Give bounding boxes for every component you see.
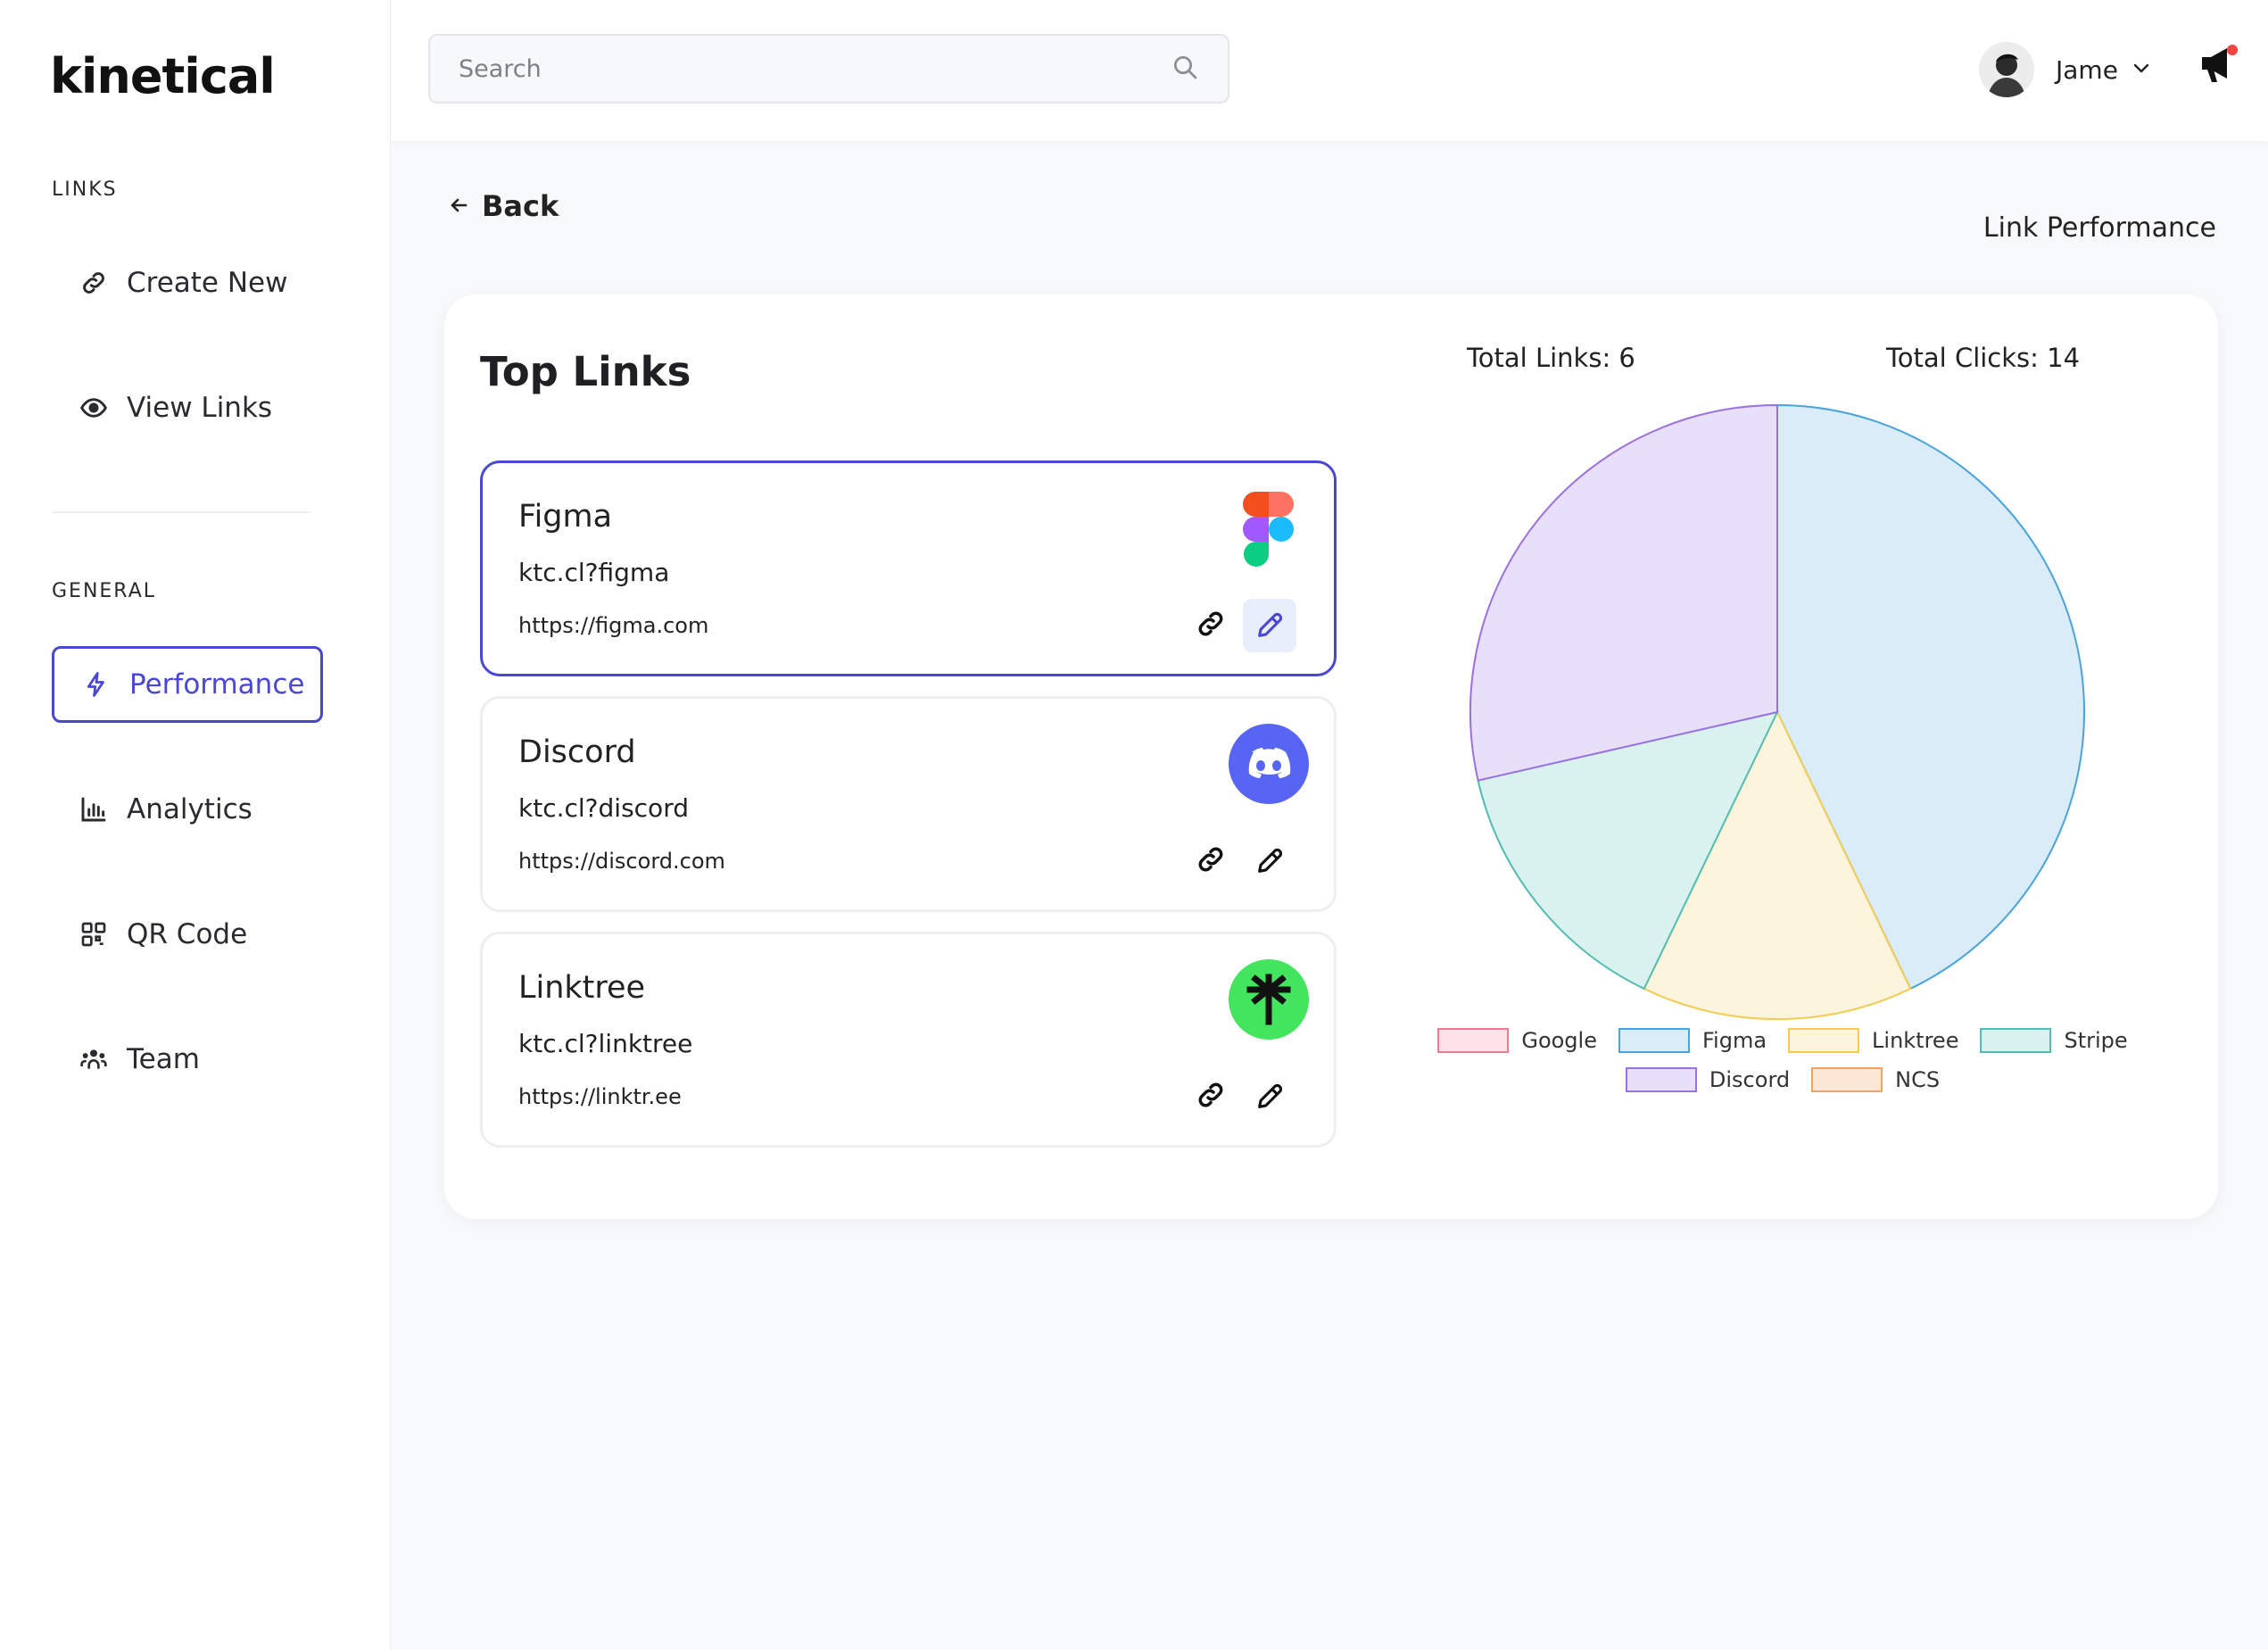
megaphone-icon[interactable] [2197,41,2241,95]
copy-link-icon[interactable] [1186,1070,1236,1120]
pie-slice-stripe[interactable] [1477,710,1779,991]
linktree-icon [1229,959,1309,1040]
edit-link-icon[interactable] [1243,834,1296,888]
bolt-icon [81,669,112,700]
legend-item-google[interactable]: Google [1437,1028,1597,1053]
legend-swatch [1811,1067,1883,1092]
link-short-url: ktc.cl?linktree [518,1029,693,1058]
figma-icon [1229,488,1309,568]
bar-chart-icon [79,794,109,825]
sidebar-item-label: QR Code [127,918,248,950]
pie-slice-discord[interactable] [1469,403,1778,782]
chevron-down-icon[interactable] [2131,57,2152,82]
link-card-figma[interactable]: Figma ktc.cl?figma https://figma.com [480,460,1337,676]
team-icon [79,1044,109,1074]
link-destination-url: https://linktr.ee [518,1084,682,1109]
sidebar-item-qr-code[interactable]: QR Code [52,896,323,973]
legend-item-linktree[interactable]: Linktree [1788,1028,1958,1053]
pie-chart [1469,403,2085,1020]
sidebar-item-label: Analytics [127,793,252,825]
link-name: Figma [518,499,613,535]
legend-swatch [1788,1028,1860,1053]
legend-item-ncs[interactable]: NCS [1811,1067,1940,1092]
link-destination-url: https://discord.com [518,849,725,874]
legend-label: Google [1521,1028,1597,1053]
link-icon [79,268,109,298]
qr-code-icon [79,919,109,949]
sidebar-divider [52,511,310,513]
eye-icon [79,393,109,423]
pie-slice-linktree[interactable] [1643,709,1912,1020]
sidebar-item-view-links[interactable]: View Links [52,369,323,446]
user-name: Jame [2056,54,2118,85]
sidebar-item-create-new[interactable]: Create New [52,245,323,321]
copy-link-icon[interactable] [1186,834,1236,884]
user-menu[interactable]: Jame [1979,36,2152,104]
section-label-links: LINKS [52,178,118,201]
page-title: Link Performance [1982,212,2216,244]
link-card-linktree[interactable]: Linktree ktc.cl?linktree https://linktr.… [480,932,1337,1148]
edit-link-icon[interactable] [1243,1070,1296,1123]
back-label: Back [482,189,559,223]
chart-legend: Google Figma Linktree Stripe Discord NCS [1426,1028,2140,1092]
sidebar-item-performance[interactable]: Performance [52,646,323,723]
copy-link-icon[interactable] [1186,599,1236,649]
arrow-left-icon [448,189,469,223]
top-links-card: Top Links Figma ktc.cl?figma https://fig… [444,294,2218,1219]
link-name: Discord [518,734,636,770]
link-short-url: ktc.cl?discord [518,793,689,823]
sidebar-item-analytics[interactable]: Analytics [52,771,323,848]
legend-label: Discord [1709,1067,1791,1092]
sidebar-item-label: Create New [127,267,288,299]
card-title: Top Links [480,348,691,395]
app-logo[interactable]: kinetical [50,48,276,104]
legend-label: NCS [1895,1067,1941,1092]
legend-swatch [1618,1028,1690,1053]
avatar[interactable] [1979,42,2034,97]
pie-slice-figma[interactable] [1776,403,2085,991]
sidebar-item-team[interactable]: Team [52,1021,323,1098]
search-box[interactable] [428,34,1229,104]
link-card-discord[interactable]: Discord ktc.cl?discord https://discord.c… [480,696,1337,912]
legend-swatch [1625,1067,1697,1092]
top-header: Jame [391,0,2268,141]
legend-item-figma[interactable]: Figma [1618,1028,1767,1053]
legend-label: Figma [1701,1028,1767,1053]
edit-link-icon[interactable] [1243,599,1296,652]
link-name: Linktree [518,970,646,1006]
back-button[interactable]: Back [448,189,559,223]
legend-item-stripe[interactable]: Stripe [1980,1028,2128,1053]
sidebar-item-label: Team [127,1043,200,1075]
total-links-stat: Total Links: 6 [1467,343,1635,373]
discord-icon [1229,724,1309,804]
legend-swatch [1437,1028,1510,1053]
section-label-general: GENERAL [52,580,157,602]
legend-label: Linktree [1872,1028,1959,1053]
legend-item-discord[interactable]: Discord [1625,1067,1791,1092]
total-clicks-stat: Total Clicks: 14 [1886,343,2081,373]
legend-swatch [1980,1028,2052,1053]
legend-label: Stripe [2064,1028,2128,1053]
search-icon[interactable] [1171,53,1199,85]
sidebar: kinetical LINKS Create New View Links GE… [0,0,391,1650]
link-destination-url: https://figma.com [518,613,709,638]
search-input[interactable] [459,54,1171,83]
sidebar-item-label: Performance [129,668,305,701]
sidebar-item-label: View Links [127,392,273,424]
link-short-url: ktc.cl?figma [518,558,670,587]
